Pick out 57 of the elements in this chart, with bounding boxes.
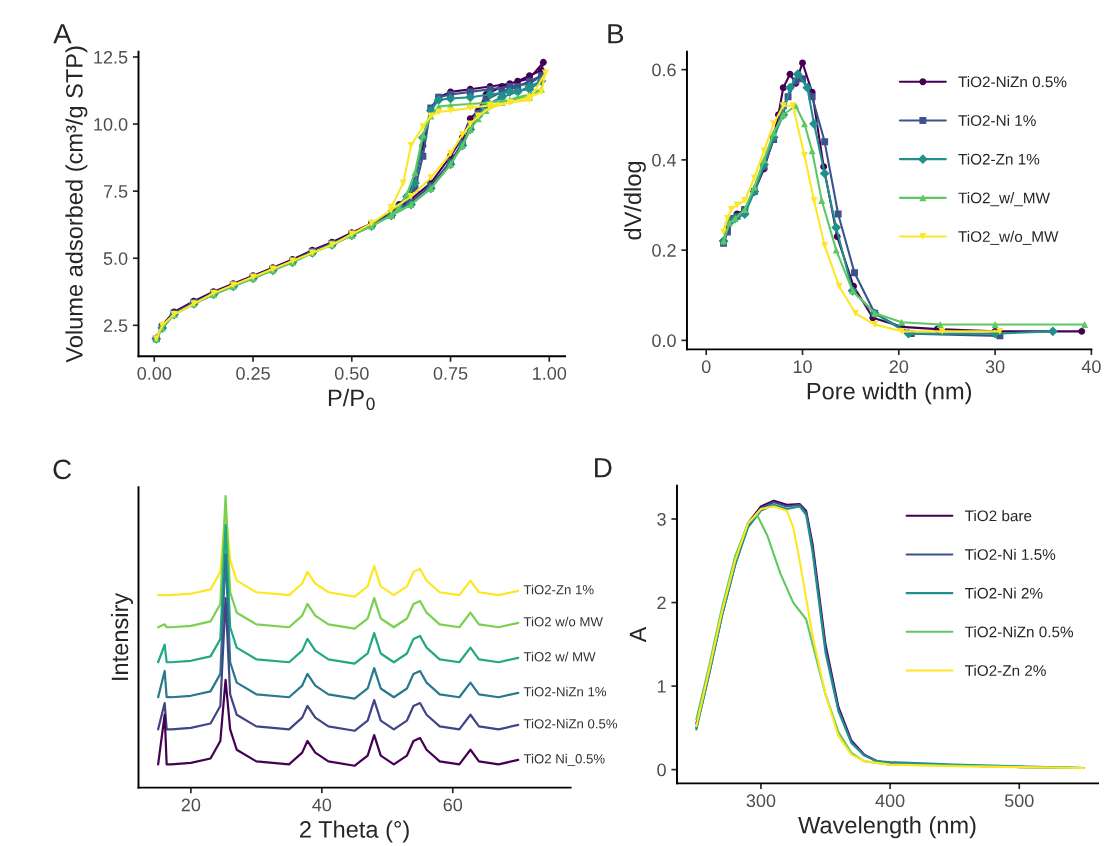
y-tick-label: 10.0 bbox=[94, 117, 128, 131]
legend-label: TiO2-Ni 1.5% bbox=[964, 548, 1056, 560]
x-tick-label: 400 bbox=[875, 794, 905, 808]
y-tick-label: 0.0 bbox=[652, 334, 676, 348]
legend-label: TiO2-NiZn 0.5% bbox=[958, 76, 1067, 88]
y-tick-label: 0.4 bbox=[652, 153, 677, 167]
x-axis-title: Pore width (nm) bbox=[807, 382, 972, 405]
x-axis-title: Wavelength (nm) bbox=[798, 816, 976, 839]
legend-label: TiO2_w/_MW bbox=[958, 192, 1050, 207]
x-tick-label: 0.50 bbox=[334, 367, 369, 380]
x-axis-title: P/P$_{0}$ bbox=[328, 388, 375, 411]
legend-label: TiO2-NiZn 0.5% bbox=[964, 626, 1074, 638]
chart-title: C bbox=[53, 459, 72, 480]
x-tick-label: 0.75 bbox=[433, 367, 468, 380]
x-tick-label: 20 bbox=[181, 798, 201, 812]
chart-title: A bbox=[53, 24, 72, 44]
series-label: TiO2 w/o MW bbox=[523, 616, 603, 627]
chart-title: D bbox=[595, 458, 612, 478]
y-tick-label: 0.2 bbox=[652, 244, 676, 257]
x-tick-label: 40 bbox=[1081, 360, 1101, 374]
x-tick-label: 30 bbox=[985, 360, 1005, 374]
legend-label: TiO2-Ni 2% bbox=[964, 587, 1043, 599]
y-tick-label: 5.0 bbox=[103, 252, 128, 265]
legend-label: TiO2-Zn 2% bbox=[964, 664, 1046, 677]
y-axis-title: Intensiry bbox=[110, 592, 133, 680]
x-tick-label: 1.00 bbox=[533, 367, 567, 380]
legend-label: TiO2-Ni 1% bbox=[958, 114, 1036, 126]
x-tick-label: 300 bbox=[746, 794, 776, 808]
x-tick-label: 0.00 bbox=[137, 367, 172, 380]
x-tick-label: 0.25 bbox=[236, 367, 270, 380]
y-axis-title: Volume adsorbed (cm³/g STP) bbox=[65, 46, 88, 363]
legend-label: TiO2-Zn 1% bbox=[958, 153, 1040, 165]
y-tick-label: 1 bbox=[657, 680, 666, 693]
chart-title: B bbox=[608, 24, 624, 44]
series-label: TiO2-NiZn 1% bbox=[523, 686, 607, 697]
x-tick-label: 20 bbox=[889, 360, 909, 374]
x-tick-label: 40 bbox=[312, 798, 332, 812]
y-tick-label: 0.6 bbox=[652, 63, 676, 77]
y-tick-label: 12.5 bbox=[94, 50, 128, 64]
series-label: TiO2-NiZn 0.5% bbox=[523, 718, 618, 729]
legend-label: TiO2_w/o_MW bbox=[958, 230, 1059, 245]
x-tick-label: 0 bbox=[701, 360, 711, 374]
x-tick-label: 500 bbox=[1004, 794, 1034, 808]
x-axis-title: 2 Theta (°) bbox=[300, 820, 409, 843]
y-tick-label: 7.5 bbox=[103, 185, 128, 198]
legend-label: TiO2 bare bbox=[964, 510, 1032, 522]
series-label: TiO2 w/ MW bbox=[523, 651, 596, 662]
y-tick-label: 3 bbox=[657, 512, 666, 526]
series-label: TiO2 Ni_0.5% bbox=[523, 753, 605, 766]
y-tick-label: 2.5 bbox=[103, 319, 128, 333]
x-tick-label: 60 bbox=[443, 798, 463, 812]
x-tick-label: 10 bbox=[793, 360, 812, 374]
y-axis-title: A bbox=[629, 626, 647, 643]
y-tick-label: 0 bbox=[657, 763, 666, 777]
y-tick-label: 2 bbox=[657, 596, 666, 610]
series-label: TiO2-Zn 1% bbox=[523, 584, 594, 595]
y-axis-title: dV/dlog bbox=[623, 161, 646, 240]
